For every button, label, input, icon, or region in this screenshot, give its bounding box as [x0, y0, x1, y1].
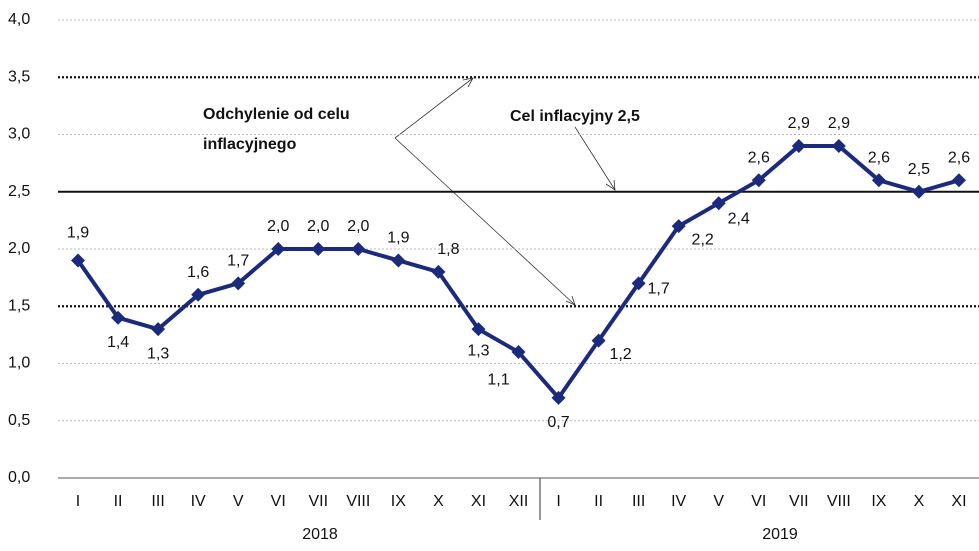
data-label: 2,2	[692, 231, 714, 248]
data-label: 2,6	[868, 150, 890, 167]
annotation: Cel inflacyjny 2,5	[510, 108, 640, 125]
data-label: 2,5	[908, 161, 930, 178]
x-tick-label: III	[632, 493, 645, 510]
marker	[791, 138, 806, 153]
data-label: 0,7	[547, 414, 569, 431]
data-label: 2,0	[347, 218, 369, 235]
data-label: 2,0	[307, 218, 329, 235]
group-label: 2018	[302, 526, 338, 543]
y-tick-label: 3,0	[8, 126, 30, 143]
y-tick-label: 3,5	[8, 68, 30, 85]
marker	[951, 173, 966, 188]
marker	[391, 253, 406, 268]
data-label: 2,4	[728, 210, 750, 227]
annotation: Odchylenie od celu	[203, 106, 350, 123]
y-tick-label: 2,5	[8, 183, 30, 200]
marker	[911, 184, 926, 199]
marker	[231, 276, 246, 291]
y-tick-label: 4,0	[8, 11, 30, 28]
marker	[111, 310, 126, 325]
data-label: 2,6	[748, 150, 770, 167]
marker	[71, 253, 86, 268]
marker	[311, 242, 326, 256]
x-tick-label: III	[151, 493, 164, 510]
x-tick-label: V	[713, 493, 724, 510]
x-tick-label: IV	[191, 493, 206, 510]
data-label: 2,6	[948, 150, 970, 167]
data-label: 2,9	[788, 115, 810, 132]
x-tick-label: XII	[509, 493, 529, 510]
x-tick-label: X	[433, 493, 444, 510]
y-tick-label: 2,0	[8, 240, 30, 257]
data-label: 1,1	[487, 371, 509, 388]
data-label: 1,3	[147, 345, 169, 362]
data-label: 2,9	[828, 115, 850, 132]
x-tick-label: VII	[309, 493, 329, 510]
x-tick-label: X	[914, 493, 925, 510]
data-label: 1,4	[107, 334, 129, 351]
marker	[751, 173, 766, 188]
y-tick-label: 0,0	[8, 469, 30, 486]
data-label: 1,9	[67, 225, 89, 242]
annotation: inflacyjnego	[203, 136, 297, 153]
marker	[151, 322, 166, 337]
annotation-arrows	[394, 77, 616, 306]
x-tick-label: VIII	[827, 493, 851, 510]
x-tick-label: XI	[471, 493, 486, 510]
data-label: 2,0	[267, 218, 289, 235]
x-tick-label: XI	[951, 493, 966, 510]
marker	[431, 264, 446, 279]
marker	[711, 196, 726, 211]
data-label: 1,3	[467, 342, 489, 359]
x-tick-label: V	[233, 493, 244, 510]
x-tick-label: IX	[391, 493, 406, 510]
marker	[831, 138, 846, 153]
x-tick-label: IV	[671, 493, 686, 510]
marker	[591, 333, 606, 348]
marker	[471, 322, 486, 337]
data-label: 1,2	[609, 346, 631, 363]
x-tick-label: II	[114, 493, 123, 510]
group-label: 2019	[762, 526, 798, 543]
marker	[351, 242, 366, 256]
x-tick-label: VI	[751, 493, 766, 510]
x-tick-label: VII	[789, 493, 809, 510]
line	[76, 143, 960, 400]
y-tick-label: 1,5	[8, 297, 30, 314]
x-tick-label: I	[556, 493, 560, 510]
x-tick-label: VIII	[346, 493, 370, 510]
data-label: 1,9	[387, 230, 409, 247]
x-tick-label: II	[594, 493, 603, 510]
marker	[511, 345, 526, 360]
marker	[191, 287, 206, 302]
marker	[631, 276, 646, 291]
marker	[871, 173, 886, 188]
data-label: 1,8	[437, 241, 459, 258]
x-tick-label: VI	[271, 493, 286, 510]
y-tick-label: 1,0	[8, 355, 30, 372]
data-label: 1,7	[227, 253, 249, 270]
y-tick-label: 0,5	[8, 412, 30, 429]
x-tick-label: IX	[871, 493, 886, 510]
marker	[271, 242, 286, 256]
x-tick-label: I	[76, 493, 80, 510]
marker	[551, 390, 566, 405]
marker	[671, 219, 686, 234]
data-label: 1,7	[648, 281, 670, 298]
data-label: 1,6	[187, 264, 209, 281]
